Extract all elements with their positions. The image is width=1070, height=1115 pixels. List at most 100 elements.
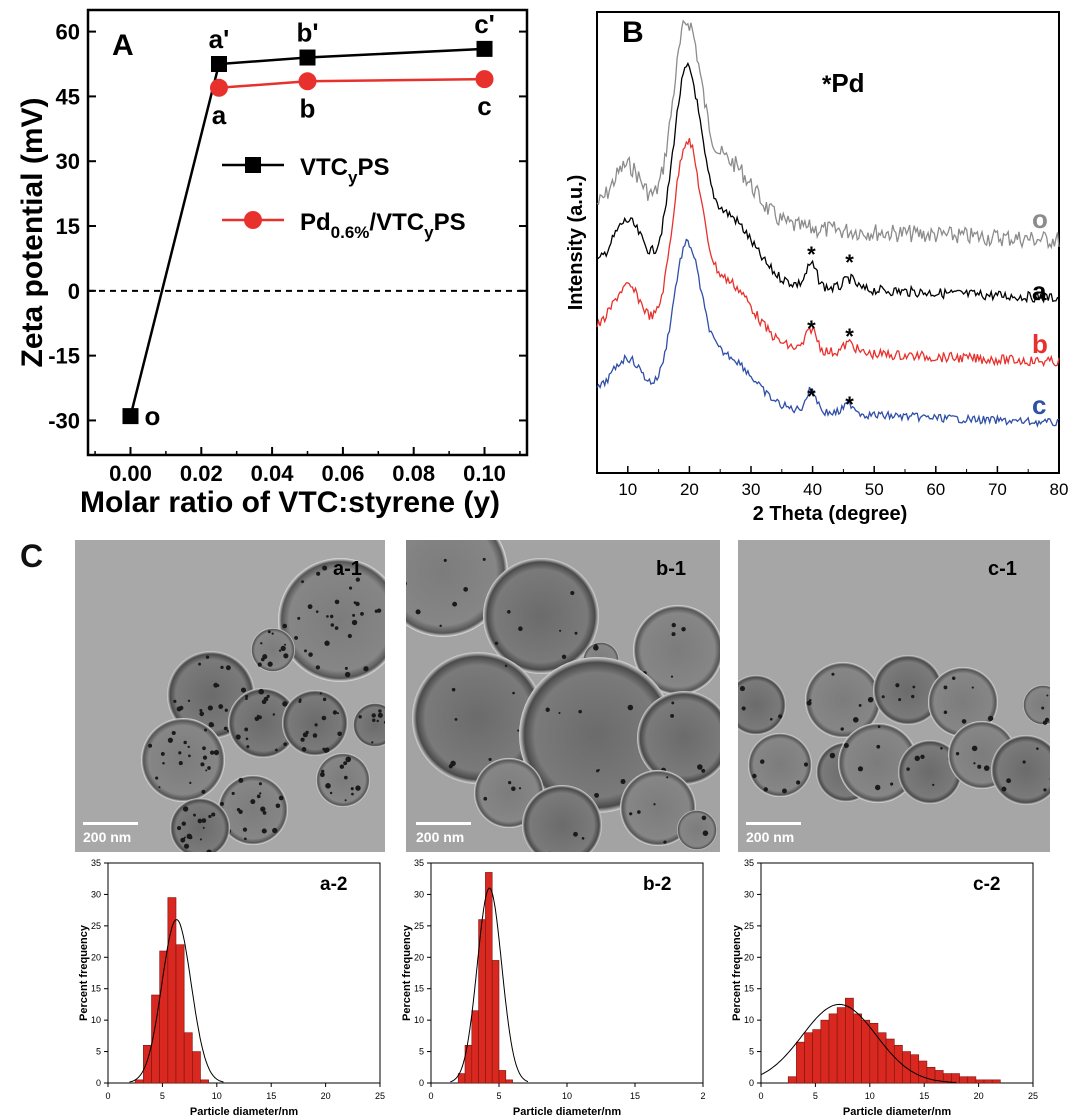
pd-nanoparticle xyxy=(325,783,331,789)
pd-nanoparticle xyxy=(770,717,773,721)
pd-nanoparticle xyxy=(344,666,348,670)
pd-nanoparticle xyxy=(183,843,190,849)
pd-nanoparticle xyxy=(199,711,205,717)
x-tick-label: 0 xyxy=(758,1091,763,1101)
pd-nanoparticle xyxy=(670,675,674,678)
y-tick-label: 25 xyxy=(744,921,754,931)
polymer-sphere xyxy=(633,605,720,695)
x-tick-label: 15 xyxy=(630,1091,640,1101)
histogram-bar xyxy=(910,1054,920,1084)
pd-nanoparticle xyxy=(182,806,189,812)
pd-nanoparticle xyxy=(193,813,196,817)
point-label: o xyxy=(144,401,160,431)
polymer-sphere xyxy=(637,691,720,785)
polymer-sphere xyxy=(218,775,288,845)
scale-bar xyxy=(746,822,801,825)
y-tick-label: 15 xyxy=(56,214,80,239)
histogram-bar xyxy=(918,1060,928,1084)
pd-nanoparticle xyxy=(443,558,447,562)
pd-nanoparticle xyxy=(463,587,469,592)
pd-nanoparticle xyxy=(240,687,247,693)
tem-label: c-1 xyxy=(988,558,1017,580)
histogram-bar xyxy=(134,1079,144,1084)
histogram-bar xyxy=(787,1076,797,1084)
pd-nanoparticle xyxy=(220,665,224,669)
pd-nanoparticle xyxy=(188,754,191,758)
pd-nanoparticle xyxy=(211,812,216,817)
pd-nanoparticle xyxy=(488,757,492,762)
scale-bar xyxy=(416,822,471,825)
data-point xyxy=(299,49,316,66)
pd-nanoparticle xyxy=(176,706,182,712)
pd-nanoparticle xyxy=(213,682,219,688)
tem-label: a-1 xyxy=(333,558,362,580)
polymer-sphere xyxy=(519,657,675,813)
x-tick-label: 5 xyxy=(813,1091,818,1101)
x-tick-label: 0.00 xyxy=(109,461,152,486)
series-line xyxy=(218,77,485,90)
pd-nanoparticle xyxy=(1001,786,1007,792)
pd-nanoparticle xyxy=(220,801,224,806)
pd-nanoparticle xyxy=(760,759,765,764)
pd-nanoparticle xyxy=(201,789,206,794)
pd-peak-star: * xyxy=(807,316,816,341)
histogram-bar xyxy=(505,1079,513,1084)
pd-nanoparticle xyxy=(238,777,244,783)
pd-nanoparticle xyxy=(507,610,511,614)
histogram-bar xyxy=(804,1032,813,1084)
pd-nanoparticle xyxy=(334,626,339,630)
histogram-label: c-2 xyxy=(973,874,1000,895)
pd-nanoparticle xyxy=(371,713,376,718)
pd-nanoparticle xyxy=(208,814,212,819)
y-tick-label: 10 xyxy=(91,1015,101,1025)
y-tick-label: 45 xyxy=(56,84,80,109)
x-tick-label: 20 xyxy=(680,480,699,499)
pd-nanoparticle xyxy=(280,645,286,651)
pd-nanoparticle xyxy=(302,732,308,738)
pd-nanoparticle xyxy=(596,769,599,773)
pd-nanoparticle xyxy=(205,655,210,659)
polymer-sphere xyxy=(483,558,599,674)
pd-nanoparticle xyxy=(312,733,318,738)
pd-nanoparticle xyxy=(181,821,186,826)
y-tick-label: 10 xyxy=(414,1015,424,1025)
polymer-sphere xyxy=(282,690,348,756)
pd-nanoparticle xyxy=(763,787,768,792)
pd-nanoparticle xyxy=(752,773,757,779)
pd-nanoparticle xyxy=(829,752,836,759)
pd-nanoparticle xyxy=(578,709,582,714)
x-axis-title: Molar ratio of VTC:styrene (y) xyxy=(80,486,500,519)
x-tick-label: 20 xyxy=(974,1091,984,1101)
gaussian-fit-curve xyxy=(450,887,529,1083)
pd-nanoparticle xyxy=(205,769,208,772)
histogram-bar xyxy=(967,1076,977,1084)
polymer-sphere xyxy=(522,785,602,852)
tem-label: b-1 xyxy=(656,558,686,580)
pd-nanoparticle xyxy=(245,737,249,741)
pd-nanoparticle xyxy=(334,599,340,605)
pd-nanoparticle xyxy=(325,784,328,788)
legend-marker xyxy=(245,157,261,173)
pd-nanoparticle xyxy=(840,727,844,731)
polymer-sphere xyxy=(928,667,998,737)
y-tick-label: 0 xyxy=(68,279,80,304)
y-tick-label: 60 xyxy=(56,20,80,45)
histogram-a-2: 0 5 10 15 20 25 30 35 0 5 10 15 20 25 Particle diamete… xyxy=(78,858,385,1115)
pd-nanoparticle xyxy=(244,694,249,698)
tem-image-b-1: b-1 200 nm xyxy=(406,540,720,852)
pd-nanoparticle xyxy=(372,718,376,722)
pd-nanoparticle xyxy=(223,726,228,731)
polymer-sphere xyxy=(406,540,508,637)
pd-nanoparticle xyxy=(298,700,302,703)
polymer-sphere xyxy=(898,740,962,804)
pd-nanoparticle xyxy=(876,744,881,749)
histogram-bar xyxy=(192,1051,201,1084)
pd-nanoparticle xyxy=(180,837,186,843)
polymer-sphere xyxy=(353,703,385,747)
tem-image-a-1: a-1 200 nm xyxy=(75,540,385,852)
trace-label: o xyxy=(1032,204,1048,234)
pd-nanoparticle xyxy=(943,685,948,690)
pd-nanoparticle xyxy=(653,803,656,806)
pd-nanoparticle xyxy=(344,775,348,780)
pd-nanoparticle xyxy=(914,755,920,761)
